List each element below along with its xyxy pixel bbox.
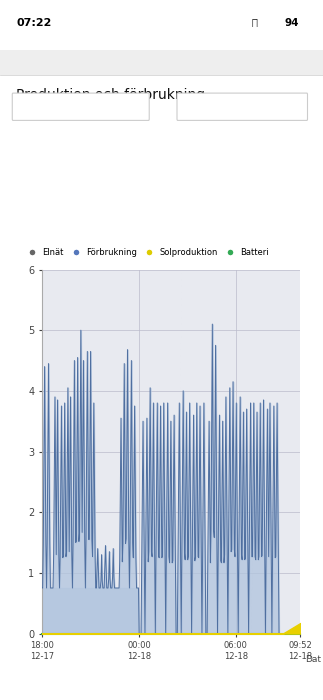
- Text: NÄSTA VECKA: NÄSTA VECKA: [214, 102, 270, 111]
- Text: FÖREGÅENDE VECKA: FÖREGÅENDE VECKA: [39, 102, 123, 111]
- Legend: Elnät, Förbrukning, Solproduktion, Batteri: Elnät, Förbrukning, Solproduktion, Batte…: [20, 244, 272, 260]
- Text: 94: 94: [284, 18, 299, 27]
- Text: Produktion och förbrukning: Produktion och förbrukning: [16, 88, 205, 102]
- Text: 07:22: 07:22: [16, 18, 52, 27]
- Text: ☰: ☰: [10, 55, 22, 69]
- Text: VY-KONTROLL: VY-KONTROLL: [168, 57, 239, 66]
- Text: 📶: 📶: [252, 18, 258, 27]
- Text: ferroamp: ferroamp: [23, 28, 95, 42]
- Text: Dat: Dat: [306, 655, 322, 664]
- Text: rektvy: rektvy: [39, 57, 72, 66]
- Text: ≡: ≡: [291, 25, 307, 45]
